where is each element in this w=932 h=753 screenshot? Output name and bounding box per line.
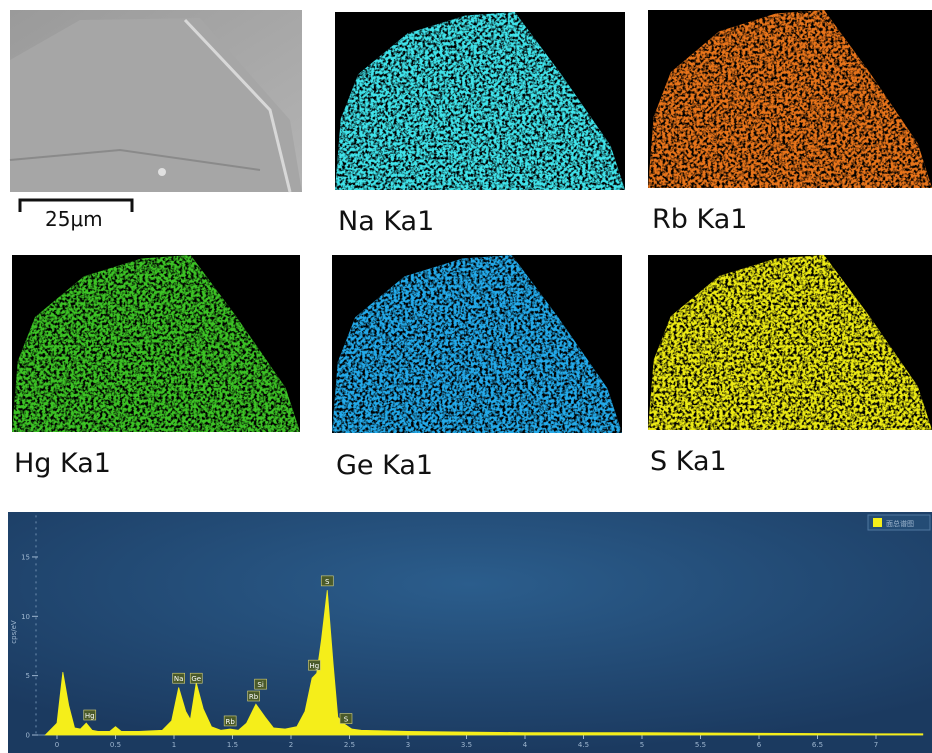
legend-label: 面总谱图 bbox=[886, 519, 914, 528]
peak-label: Na bbox=[174, 675, 184, 683]
y-tick-label: 10 bbox=[21, 613, 30, 621]
legend-swatch bbox=[873, 518, 882, 527]
map-label: Rb Ka1 bbox=[652, 204, 747, 235]
x-tick-label: 4.5 bbox=[578, 741, 589, 749]
element-map bbox=[648, 10, 932, 188]
x-tick-label: 7 bbox=[874, 741, 878, 749]
y-tick-label: 5 bbox=[26, 672, 30, 680]
x-tick-label: 0.5 bbox=[110, 741, 121, 749]
y-tick-label: 0 bbox=[26, 732, 30, 740]
figure: 25μm Na Ka1Rb Ka1Hg Ka1Ge Ka1S Ka1051015… bbox=[0, 0, 932, 753]
x-tick-label: 3 bbox=[406, 741, 410, 749]
peak-label: Ge bbox=[191, 675, 201, 683]
x-tick-label: 1 bbox=[172, 741, 176, 749]
map-label: Na Ka1 bbox=[338, 206, 434, 237]
peak-label: S bbox=[344, 716, 349, 724]
x-tick-label: 5 bbox=[640, 741, 644, 749]
y-axis-label: cps/eV bbox=[10, 620, 18, 644]
element-map bbox=[648, 255, 932, 430]
x-tick-label: 2.5 bbox=[344, 741, 355, 749]
x-tick-label: 2 bbox=[289, 741, 293, 749]
x-tick-label: 4 bbox=[523, 741, 528, 749]
map-label: S Ka1 bbox=[650, 446, 727, 477]
spectrum-panel bbox=[8, 512, 932, 753]
element-map bbox=[332, 255, 622, 433]
y-tick-label: 15 bbox=[21, 553, 30, 561]
x-tick-label: 0 bbox=[55, 741, 59, 749]
scale-bar-label: 25μm bbox=[45, 207, 103, 231]
peak-label: S bbox=[325, 578, 330, 586]
x-tick-label: 1.5 bbox=[227, 741, 238, 749]
x-tick-label: 3.5 bbox=[461, 741, 472, 749]
peak-label: Hg bbox=[85, 712, 95, 720]
peak-label: Si bbox=[257, 681, 263, 689]
peak-label: Hg bbox=[310, 662, 320, 670]
peak-label: Rb bbox=[249, 693, 259, 701]
x-tick-label: 6 bbox=[757, 741, 762, 749]
x-tick-label: 5.5 bbox=[695, 741, 706, 749]
map-label: Hg Ka1 bbox=[14, 448, 111, 479]
x-tick-label: 6.5 bbox=[812, 741, 823, 749]
peak-label: Rb bbox=[226, 718, 236, 726]
sem-image bbox=[10, 10, 302, 192]
element-map bbox=[12, 255, 300, 432]
map-label: Ge Ka1 bbox=[336, 450, 433, 481]
element-map bbox=[335, 12, 625, 190]
